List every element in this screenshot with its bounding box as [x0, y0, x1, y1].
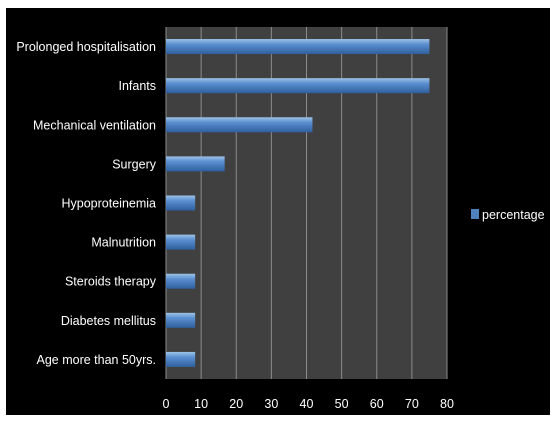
category-label: Mechanical ventilation — [33, 118, 156, 132]
x-tick-label: 50 — [335, 397, 349, 411]
category-label: Hypoproteinemia — [62, 197, 157, 211]
legend: percentage — [471, 208, 545, 222]
category-label: Prolonged hospitalisation — [16, 40, 156, 54]
x-tick-label: 60 — [370, 397, 384, 411]
bar — [166, 156, 225, 172]
bars — [166, 39, 430, 367]
x-tick-label: 40 — [300, 397, 314, 411]
bar — [166, 312, 196, 328]
category-label: Surgery — [112, 157, 157, 171]
x-tick-label: 80 — [440, 397, 454, 411]
bar — [166, 195, 196, 211]
category-label: Malnutrition — [91, 236, 156, 250]
bar — [166, 273, 196, 289]
legend-label-percentage: percentage — [482, 208, 545, 222]
legend-swatch — [471, 209, 479, 219]
x-tick-label: 30 — [264, 397, 278, 411]
category-label: Infants — [118, 79, 156, 93]
bar — [166, 234, 196, 250]
bar — [166, 351, 196, 367]
x-tick-label: 70 — [405, 397, 419, 411]
x-tick-label: 0 — [163, 397, 170, 411]
bar — [166, 39, 430, 55]
category-label: Age more than 50yrs. — [36, 353, 156, 367]
category-label: Steroids therapy — [65, 275, 157, 289]
bar — [166, 78, 430, 94]
bar — [166, 117, 313, 133]
category-label: Diabetes mellitus — [61, 314, 156, 328]
x-tick-label: 10 — [194, 397, 208, 411]
x-axis-ticks: 0 10 20 30 40 50 60 70 80 — [163, 397, 454, 411]
category-labels: Prolonged hospitalisation Infants Mechanic… — [16, 40, 156, 367]
x-tick-label: 20 — [229, 397, 243, 411]
